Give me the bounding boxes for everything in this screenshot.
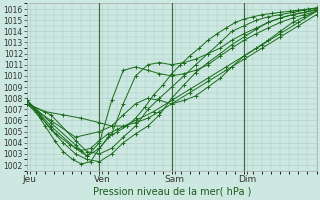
X-axis label: Pression niveau de la mer( hPa ): Pression niveau de la mer( hPa ) — [92, 187, 251, 197]
